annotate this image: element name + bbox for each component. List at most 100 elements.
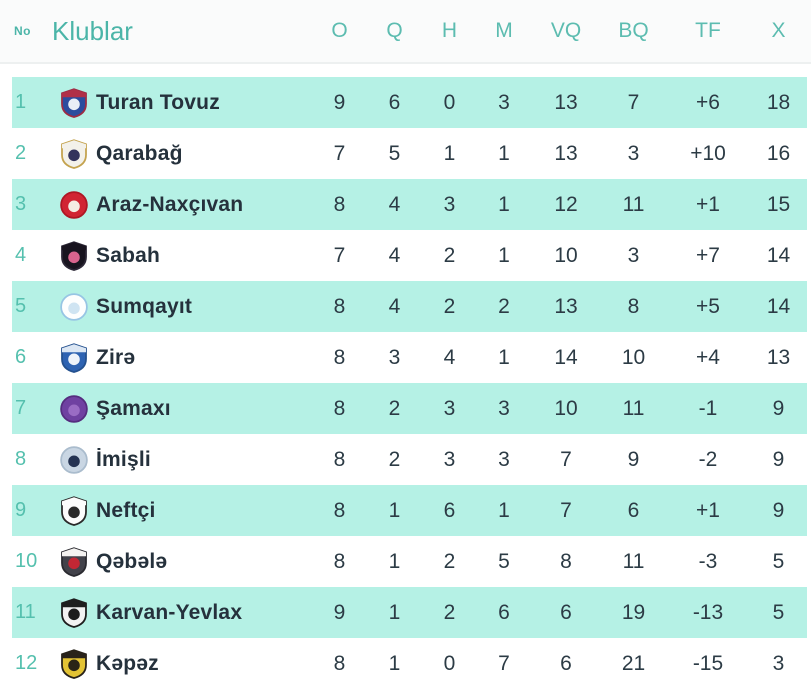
stat-x: 9 <box>772 396 785 420</box>
stat-q: 1 <box>388 549 401 573</box>
stat-bq: 11 <box>622 549 645 573</box>
stat-tf: +1 <box>696 192 720 216</box>
club-logo <box>52 138 96 170</box>
stat-h: 4 <box>443 345 456 369</box>
stat-x: 14 <box>766 243 791 267</box>
stat-x: 5 <box>772 549 785 573</box>
stat-o: 9 <box>333 600 346 624</box>
column-header-bq: BQ <box>618 19 649 42</box>
rank: 2 <box>15 142 27 164</box>
stat-vq: 6 <box>560 600 572 624</box>
rank: 4 <box>15 244 27 266</box>
stat-vq: 10 <box>554 243 578 267</box>
club-name: Turan Tovuz <box>96 90 220 114</box>
stat-m: 1 <box>498 498 510 522</box>
rank: 8 <box>15 448 27 470</box>
stat-q: 4 <box>388 192 401 216</box>
table-row[interactable]: 8 İmişli 8 2 3 3 7 9 -2 9 <box>12 434 807 485</box>
stat-x: 18 <box>766 90 791 114</box>
rank: 5 <box>15 295 27 317</box>
stat-m: 7 <box>498 651 510 675</box>
table-row[interactable]: 1 Turan Tovuz 9 6 0 3 13 7 +6 18 <box>12 77 807 128</box>
stat-m: 6 <box>498 600 510 624</box>
stat-m: 1 <box>498 345 510 369</box>
stat-q: 1 <box>388 498 401 522</box>
column-header-h: H <box>441 19 458 42</box>
table-row[interactable]: 12 Kəpəz 8 1 0 7 6 21 -15 3 <box>12 638 807 689</box>
club-name: İmişli <box>96 447 151 471</box>
stat-tf: +1 <box>696 498 720 522</box>
rank: 6 <box>15 346 27 368</box>
stat-x: 3 <box>772 651 785 675</box>
stat-h: 2 <box>443 549 456 573</box>
stat-tf: -15 <box>692 651 724 675</box>
column-header-vq: VQ <box>550 19 582 42</box>
column-header-o: O <box>331 19 348 42</box>
stat-bq: 6 <box>627 498 640 522</box>
club-name: Neftçi <box>96 498 156 522</box>
stat-vq: 6 <box>560 651 572 675</box>
table-row[interactable]: 4 Sabah 7 4 2 1 10 3 +7 14 <box>12 230 807 281</box>
stat-tf: -3 <box>698 549 718 573</box>
club-crest-icon <box>61 138 87 169</box>
stat-o: 7 <box>333 141 346 165</box>
club-crest-icon <box>61 546 87 577</box>
stat-o: 7 <box>333 243 346 267</box>
club-name: Kəpəz <box>96 651 159 675</box>
club-name: Qəbələ <box>96 549 168 573</box>
stat-vq: 13 <box>554 90 578 114</box>
club-crest-icon <box>61 648 87 679</box>
stat-bq: 7 <box>627 90 640 114</box>
club-logo <box>52 546 96 578</box>
table-row[interactable]: 5 Sumqayıt 8 4 2 2 13 8 +5 14 <box>12 281 807 332</box>
club-logo <box>52 342 96 374</box>
stat-h: 2 <box>443 294 456 318</box>
stat-q: 2 <box>388 396 401 420</box>
stat-vq: 7 <box>560 498 572 522</box>
stat-q: 4 <box>388 294 401 318</box>
column-header-tf: TF <box>695 19 721 42</box>
table-row[interactable]: 10 Qəbələ 8 1 2 5 8 11 -3 5 <box>12 536 807 587</box>
stat-tf: +5 <box>696 294 720 318</box>
rank: 3 <box>15 193 27 215</box>
table-row[interactable]: 3 Araz-Naxçıvan 8 4 3 1 12 11 +1 15 <box>12 179 807 230</box>
table-row[interactable]: 9 Neftçi 8 1 6 1 7 6 +1 9 <box>12 485 807 536</box>
stat-q: 1 <box>388 651 401 675</box>
stat-o: 8 <box>333 498 346 522</box>
stat-o: 8 <box>333 396 346 420</box>
stat-q: 5 <box>388 141 401 165</box>
stat-vq: 7 <box>560 447 572 471</box>
table-row[interactable]: 11 Karvan-Yevlax 9 1 2 6 6 19 -13 5 <box>12 587 807 638</box>
stat-bq: 19 <box>621 600 646 624</box>
stat-bq: 11 <box>622 192 645 216</box>
standings-rows: 1 Turan Tovuz 9 6 0 3 13 7 +6 18 2 <box>12 77 807 689</box>
stat-vq: 14 <box>554 345 578 369</box>
club-name: Karvan-Yevlax <box>96 600 243 624</box>
rank: 11 <box>15 601 36 623</box>
stat-vq: 8 <box>560 549 572 573</box>
club-crest-icon <box>61 597 87 628</box>
stat-h: 3 <box>443 396 456 420</box>
stat-x: 9 <box>772 447 785 471</box>
club-name: Araz-Naxçıvan <box>96 192 244 216</box>
club-name: Zirə <box>96 345 136 369</box>
table-row[interactable]: 7 Şamaxı 8 2 3 3 10 11 -1 9 <box>12 383 807 434</box>
stat-h: 2 <box>443 600 456 624</box>
stat-vq: 13 <box>554 141 578 165</box>
stat-q: 4 <box>388 243 401 267</box>
stat-m: 1 <box>498 141 510 165</box>
stat-bq: 11 <box>622 396 645 420</box>
stat-bq: 9 <box>627 447 640 471</box>
club-logo <box>52 495 96 527</box>
table-row[interactable]: 6 Zirə 8 3 4 1 14 10 +4 13 <box>12 332 807 383</box>
stat-o: 8 <box>333 192 346 216</box>
rank: 10 <box>15 550 38 572</box>
stat-bq: 8 <box>627 294 640 318</box>
club-logo <box>52 393 96 425</box>
club-name: Şamaxı <box>96 396 171 420</box>
stat-m: 5 <box>498 549 510 573</box>
club-crest-icon <box>61 495 87 526</box>
stat-vq: 10 <box>554 396 578 420</box>
table-row[interactable]: 2 Qarabağ 7 5 1 1 13 3 +10 16 <box>12 128 807 179</box>
stat-o: 8 <box>333 294 346 318</box>
